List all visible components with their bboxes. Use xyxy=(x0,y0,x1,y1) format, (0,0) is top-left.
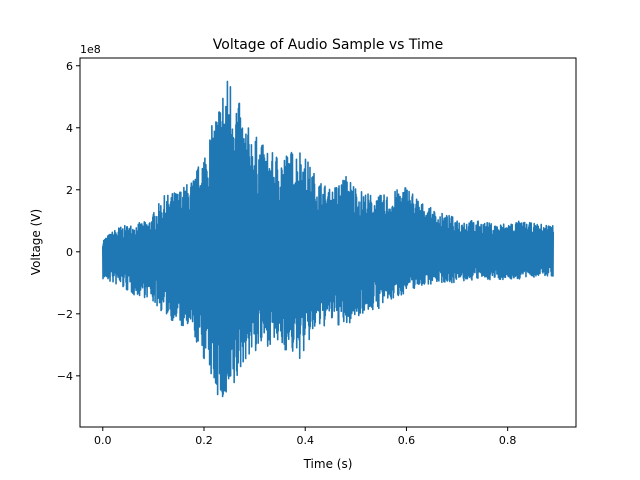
plot-area: 0.0 0.2 0.4 0.6 0.8 −4 −2 0 2 4 6 xyxy=(57,57,577,447)
y-tick-label: 4 xyxy=(66,122,73,135)
y-axis-label: Voltage (V) xyxy=(29,209,43,275)
y-offset-text: 1e8 xyxy=(80,43,101,56)
x-tick-label: 0.0 xyxy=(94,434,112,447)
y-tick-label: −2 xyxy=(57,308,73,321)
chart-title: Voltage of Audio Sample vs Time xyxy=(213,37,443,53)
x-tick-label: 0.4 xyxy=(296,434,314,447)
x-tick-label: 0.6 xyxy=(398,434,416,447)
y-tick-label: 6 xyxy=(66,60,73,73)
x-axis-label: Time (s) xyxy=(303,457,353,471)
x-tick-label: 0.2 xyxy=(195,434,213,447)
y-tick-label: 0 xyxy=(66,246,73,259)
y-tick-label: −4 xyxy=(57,370,73,383)
plot-frame xyxy=(79,57,577,428)
x-tick-label: 0.8 xyxy=(499,434,517,447)
waveform-series-line xyxy=(101,80,555,398)
y-tick-label: 2 xyxy=(66,184,73,197)
